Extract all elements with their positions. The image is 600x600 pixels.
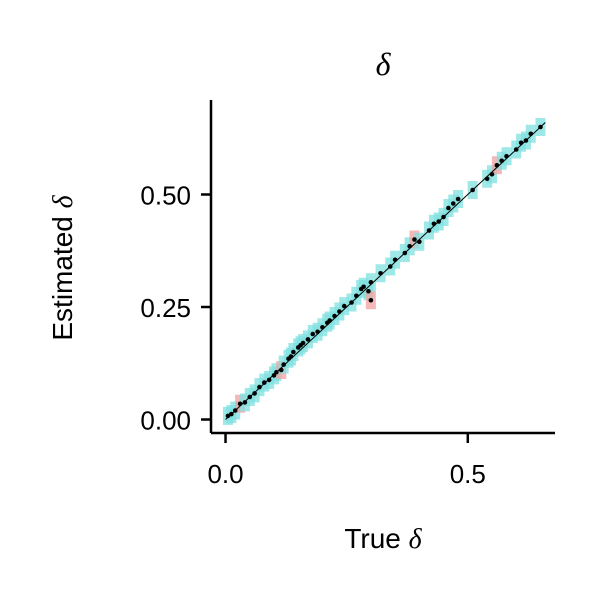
data-point: [237, 401, 243, 407]
data-point: [232, 408, 238, 413]
data-point: [455, 196, 461, 202]
data-point: [528, 131, 534, 137]
data-point: [337, 309, 342, 314]
plot-area: [222, 118, 546, 425]
data-point: [538, 124, 543, 130]
y-axis-label: Estimated δ: [47, 194, 79, 340]
x-axis-label-symbol: δ: [409, 524, 423, 555]
data-point: [341, 303, 347, 309]
data-point: [291, 349, 296, 355]
data-point: [266, 377, 272, 383]
x-axis-label-text: True: [344, 523, 401, 554]
data-point: [431, 221, 437, 227]
data-point: [523, 138, 529, 143]
data-point: [247, 394, 253, 400]
data-point: [368, 297, 374, 303]
data-point: [349, 300, 354, 305]
data-point: [327, 318, 333, 323]
data-point: [499, 158, 505, 164]
data-point: [366, 288, 371, 294]
data-point: [274, 369, 279, 375]
data-point: [261, 380, 267, 385]
data-point: [271, 373, 277, 378]
data-point: [288, 354, 294, 359]
data-point: [320, 324, 325, 330]
data-point: [513, 147, 519, 152]
data-point: [412, 237, 417, 242]
x-axis-label: True δ: [344, 523, 422, 555]
data-point: [446, 205, 451, 211]
data-point: [518, 140, 524, 146]
data-point: [229, 411, 234, 417]
data-point: [361, 284, 366, 290]
x-tick-label: 0.5: [450, 459, 486, 489]
data-point: [310, 331, 316, 337]
data-point: [441, 214, 446, 220]
data-point: [387, 264, 393, 269]
data-point: [484, 176, 490, 182]
x-tick-label: 0.0: [207, 459, 243, 489]
data-point: [300, 340, 306, 346]
data-point: [494, 162, 500, 168]
data-point: [402, 250, 408, 256]
y-tick-label: 0.50: [140, 181, 191, 211]
data-point: [315, 329, 320, 335]
data-point: [305, 337, 311, 342]
data-point: [489, 171, 495, 177]
data-point: [257, 384, 262, 390]
data-point: [242, 400, 248, 405]
data-point: [407, 243, 412, 249]
y-tick-label: 0.25: [140, 293, 191, 323]
data-point: [281, 362, 286, 367]
data-point: [252, 391, 257, 396]
data-point: [354, 293, 359, 299]
axis-ticks: 0.0 0.5 0.00 0.25 0.50: [140, 181, 485, 490]
data-point: [426, 228, 432, 233]
chart-title: δ: [376, 46, 392, 82]
data-point: [278, 367, 284, 373]
data-point: [450, 201, 456, 206]
data-point: [504, 153, 509, 159]
data-point: [378, 270, 383, 276]
data-point: [332, 313, 337, 319]
data-point: [225, 413, 231, 419]
y-axis-label-text: Estimated: [47, 216, 78, 341]
data-point: [368, 279, 374, 285]
data-point: [392, 257, 398, 263]
data-point: [470, 187, 475, 193]
data-point: [436, 219, 442, 224]
y-tick-label: 0.00: [140, 406, 191, 436]
y-axis-label-symbol: δ: [48, 194, 79, 208]
data-point: [417, 239, 422, 245]
